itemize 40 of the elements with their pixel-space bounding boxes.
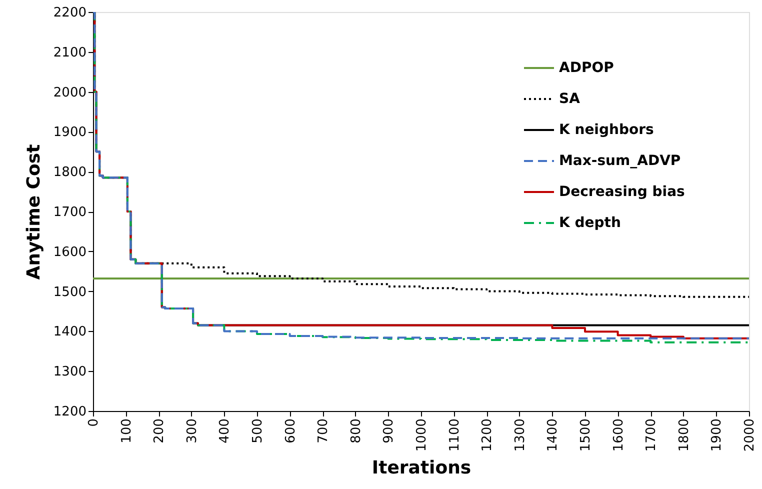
legend-label: SA <box>559 91 580 107</box>
x-tick-label: 1400 <box>546 418 561 452</box>
x-tick-label: 900 <box>382 418 397 444</box>
x-tick-label: 700 <box>316 418 332 444</box>
legend-label: Max-sum_ADVP <box>559 153 681 169</box>
x-tick-label: 1500 <box>578 418 594 452</box>
x-tick-label: 1300 <box>512 418 528 452</box>
legend-label: ADPOP <box>559 60 614 76</box>
x-tick-label: 300 <box>184 418 200 444</box>
x-tick-label: 1000 <box>414 418 430 452</box>
x-tick-label: 800 <box>348 418 364 444</box>
y-tick-label: 1700 <box>53 205 86 220</box>
x-tick-label: 0 <box>86 418 102 427</box>
x-tick-label: 1800 <box>676 418 692 452</box>
y-tick-label: 2100 <box>53 45 86 60</box>
legend-label: Decreasing bias <box>559 184 685 200</box>
y-tick-label: 1200 <box>53 404 86 420</box>
y-tick-label: 2200 <box>53 6 86 20</box>
x-tick-label: 1100 <box>447 418 462 452</box>
y-tick-label: 1600 <box>53 244 86 260</box>
y-tick-label: 1300 <box>53 364 86 380</box>
x-tick-label: 1900 <box>710 418 725 452</box>
x-tick-label: 200 <box>152 418 168 444</box>
y-tick-label: 1500 <box>53 284 86 300</box>
x-tick-label: 100 <box>119 418 134 444</box>
x-tick-label: 1700 <box>644 418 660 452</box>
x-tick-label: 1200 <box>480 418 496 452</box>
y-tick-label: 2000 <box>53 85 86 100</box>
legend-label: K neighbors <box>559 122 654 138</box>
y-tick-label: 1800 <box>53 165 86 180</box>
x-axis-title: Iterations <box>372 458 472 479</box>
x-tick-label: 500 <box>250 418 266 444</box>
y-tick-label: 1400 <box>53 324 86 340</box>
legend-label: K depth <box>559 215 621 231</box>
y-tick-label: 1900 <box>53 125 86 140</box>
x-tick-label: 400 <box>218 418 233 444</box>
x-tick-label: 2000 <box>742 418 758 452</box>
y-axis-title: Anytime Cost <box>23 144 44 280</box>
x-tick-label: 1600 <box>611 418 626 452</box>
x-tick-label: 600 <box>283 418 298 444</box>
